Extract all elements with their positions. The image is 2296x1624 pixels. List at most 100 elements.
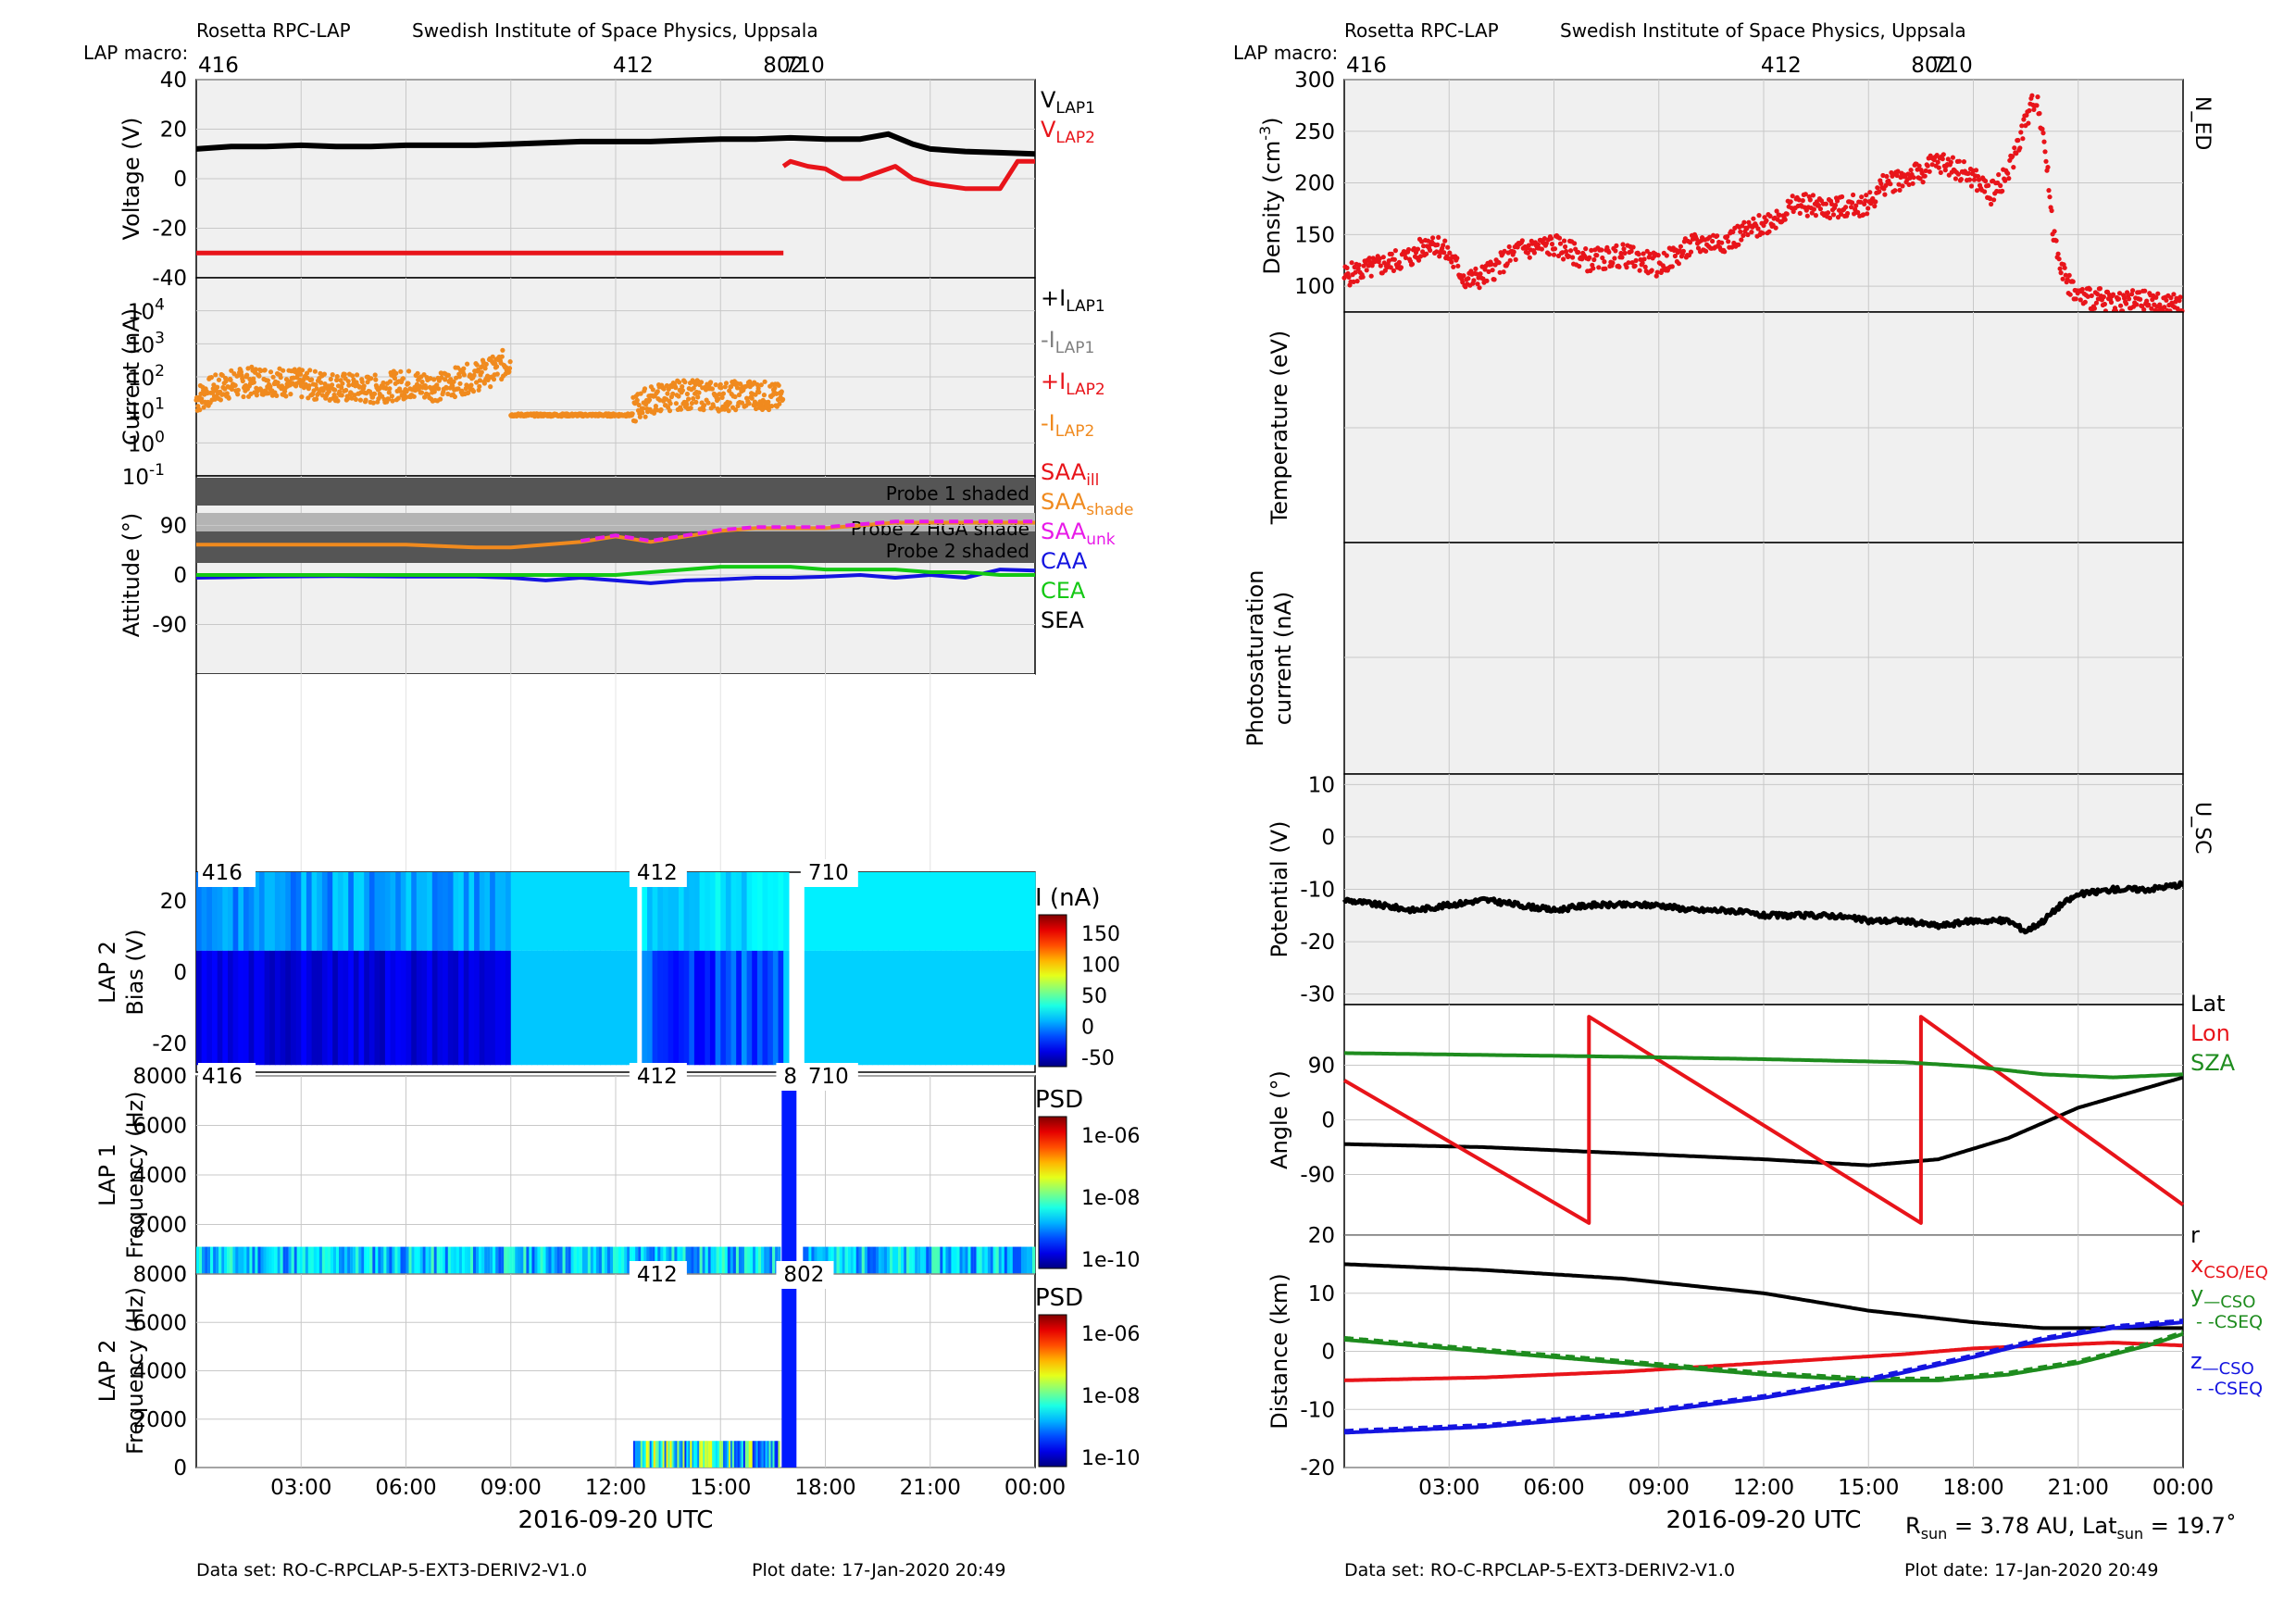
density-ylabel-text: Density (cm-3) [1256,117,1285,274]
density-point [1380,255,1386,260]
lap1-cell [872,1246,876,1274]
density-point [1900,183,1905,189]
lap1-cell [967,1246,971,1274]
lap1-cell [199,1246,203,1274]
density-point [1956,158,1962,164]
lap1-cell [504,1246,507,1274]
voltage-ytick: -40 [152,267,187,291]
density-point [1526,243,1531,248]
lap2f-cell [688,1441,691,1468]
bias-cell [453,872,459,951]
lap1-cell [685,1246,689,1274]
bias-cell [295,950,302,1066]
bias-cell [715,950,721,1066]
lap1-cell [906,1246,910,1274]
density-point [2055,251,2061,256]
density-point [1386,258,1391,264]
density-point [1496,260,1502,266]
current-point [251,380,256,385]
lap1-cell [606,1246,611,1274]
bias-cell [374,872,381,951]
current-point [732,394,738,400]
lap1-cell [688,1246,692,1274]
bias-cell [212,872,218,951]
voltage-ylabel: Voltage (V) [119,118,144,241]
density-point [1632,263,1638,269]
lap1-cell [663,1246,667,1274]
density-point [2060,276,2065,281]
lap1-cell [288,1246,292,1274]
macro-412: 412 [613,54,654,78]
bias-cell [709,872,717,951]
current-point [769,404,775,409]
distance-ytick: 20 [1308,1224,1335,1248]
density-point [2011,165,2016,170]
legend-SZA: SZA [2190,1050,2236,1076]
current-point [650,387,655,393]
lap1-colorbar-tick: 1e-06 [1081,1125,1140,1148]
current-point [465,361,470,367]
lap1-cell [442,1246,445,1274]
lap1-cell [545,1246,549,1274]
series-y [1343,1331,2184,1382]
density-point [1725,233,1730,240]
lap1-cell [668,1246,672,1274]
bias-cell [301,950,307,1066]
lap1-cell [458,1246,463,1274]
bias-cell [348,950,355,1066]
current-point [400,376,406,381]
bias-cell [547,872,554,951]
bias-cell [584,872,591,951]
bias-cell [631,872,638,951]
lap2f-cell [778,1441,780,1468]
left-title: Rosetta RPC-LAP [196,19,351,42]
bias-cell [956,872,963,951]
density-point [1366,256,1372,261]
density-point [1619,255,1625,260]
density-point [1906,181,1912,187]
lap2f-cell [701,1441,704,1468]
density-point [1409,261,1416,267]
lap1-cell [833,1246,837,1274]
density-point [1484,278,1490,283]
lap1-cell [858,1246,862,1274]
legend-sub: —CSO [2203,1293,2255,1312]
lap1-cell [635,1246,639,1274]
lap2f-cell [632,1441,636,1468]
bias-cell [835,872,842,951]
lap1-macro-box [198,1063,256,1091]
bias-cell [872,872,879,951]
bias-cell [772,950,780,1066]
current-point [680,388,686,394]
current-point [456,374,462,380]
bias-cell [484,872,491,951]
density-point [1803,192,1808,197]
density-point [1629,260,1635,266]
current-point [506,366,513,371]
lap1-cell [333,1246,337,1274]
lap2f-colorbar-tick: 1e-06 [1081,1323,1140,1346]
current-point [229,368,234,373]
bias-cell [600,872,606,951]
density-point [1853,203,1859,208]
bias-cell [809,950,816,1066]
current-point [677,380,682,385]
current-point [708,380,714,385]
lap1-cell [515,1246,518,1274]
bias-cell [663,950,669,1066]
bias-cell [945,872,952,951]
lap1-cell [389,1246,393,1274]
density-point [1378,263,1383,269]
current-point [665,391,670,396]
current-point [418,390,425,395]
current-point [455,386,461,392]
right-title: Rosetta RPC-LAP [1344,19,1499,42]
current-point [695,394,701,400]
lap1-cell [632,1246,636,1274]
lap1-cell [693,1246,697,1274]
potential-ytick: -30 [1300,983,1335,1007]
lap1-colorbar-tick: 1e-08 [1081,1187,1140,1210]
lap1-cell [271,1246,275,1274]
current-point [244,372,250,378]
